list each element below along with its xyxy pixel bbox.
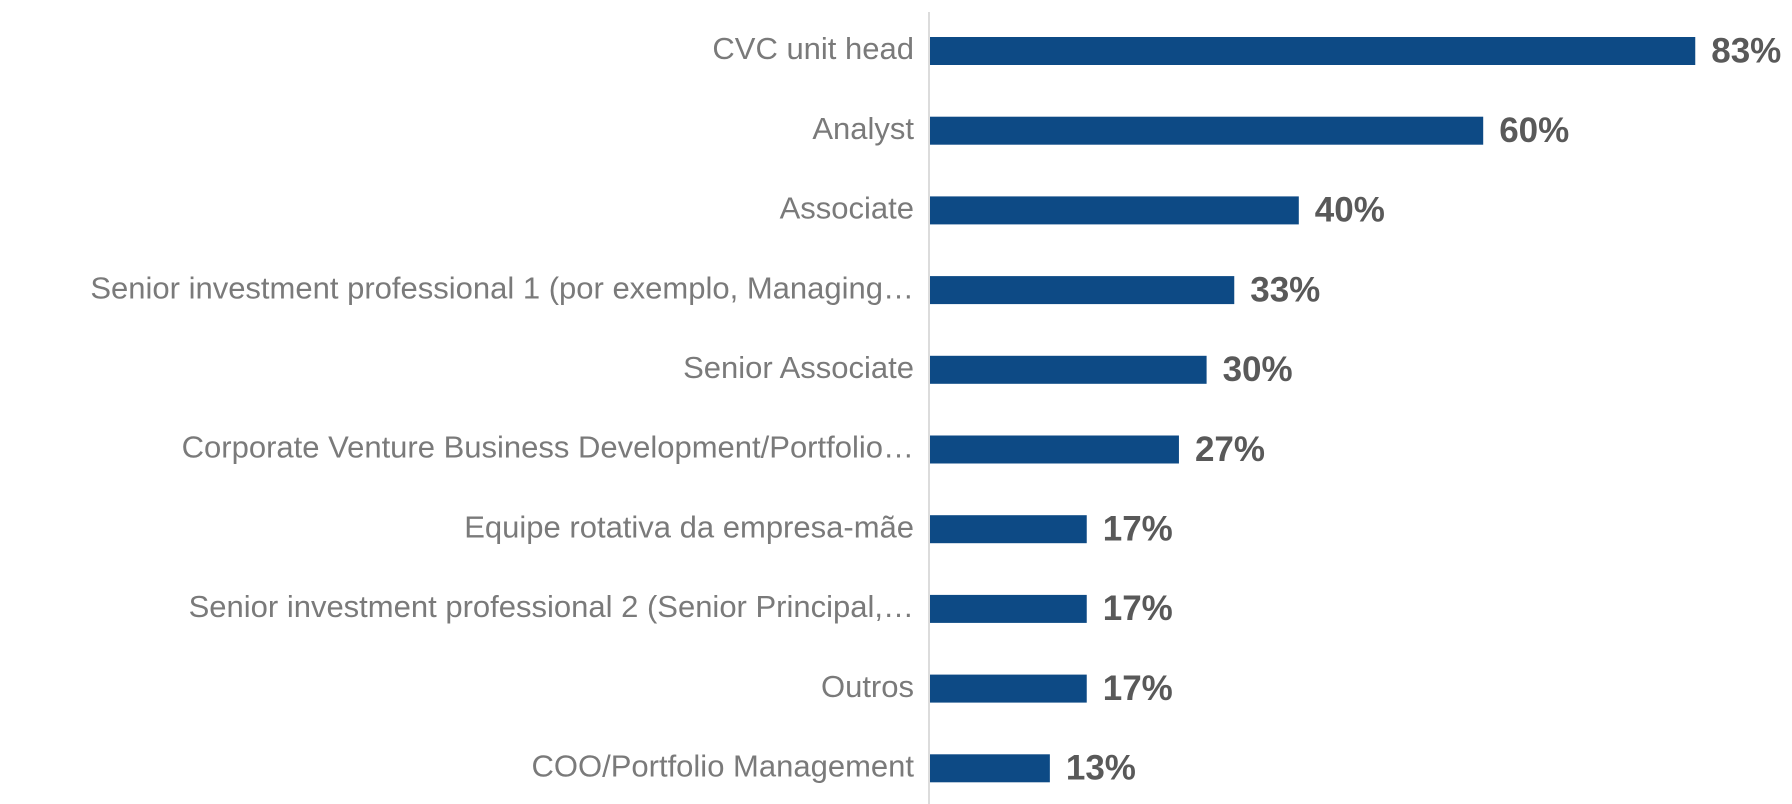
bar xyxy=(930,594,1087,623)
value-label: 83% xyxy=(1711,31,1781,70)
value-label: 13% xyxy=(1066,749,1136,788)
bar xyxy=(930,674,1087,703)
bar xyxy=(930,276,1235,305)
bar xyxy=(930,435,1179,464)
category-label: CVC unit head xyxy=(712,31,914,66)
value-label: 40% xyxy=(1315,191,1385,230)
bar xyxy=(930,515,1087,544)
bar xyxy=(930,116,1484,145)
category-label: Analyst xyxy=(812,111,914,146)
value-label: 30% xyxy=(1223,350,1293,389)
category-label: Corporate Venture Business Development/P… xyxy=(182,430,914,465)
bar xyxy=(930,37,1696,65)
value-label: 60% xyxy=(1499,111,1569,150)
value-label: 17% xyxy=(1103,589,1173,628)
category-label: Senior investment professional 2 (Senior… xyxy=(189,589,914,624)
value-label: 27% xyxy=(1195,430,1265,469)
bar xyxy=(930,355,1207,384)
bar xyxy=(930,754,1050,783)
value-label: 17% xyxy=(1103,669,1173,708)
value-label: 33% xyxy=(1250,270,1320,309)
bar xyxy=(930,196,1299,225)
category-label: Outros xyxy=(821,669,914,704)
category-label: Associate xyxy=(780,191,914,226)
category-label: Senior Associate xyxy=(683,350,914,385)
category-label: COO/Portfolio Management xyxy=(531,748,914,783)
category-label: Senior investment professional 1 (por ex… xyxy=(90,270,914,305)
category-label: Equipe rotativa da empresa-mãe xyxy=(464,509,914,544)
value-label: 17% xyxy=(1103,509,1173,548)
